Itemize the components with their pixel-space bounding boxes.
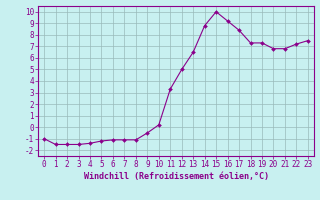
- X-axis label: Windchill (Refroidissement éolien,°C): Windchill (Refroidissement éolien,°C): [84, 172, 268, 181]
